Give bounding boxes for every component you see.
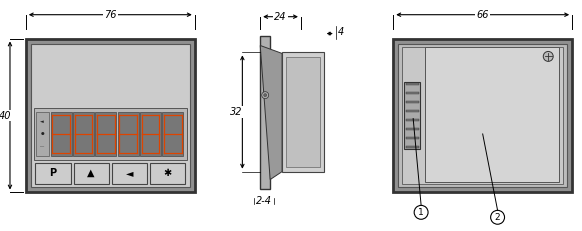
Text: 2: 2 [495, 213, 501, 222]
Bar [406, 146, 418, 148]
Bar [404, 82, 420, 149]
Bar [150, 163, 185, 183]
Circle shape [543, 52, 553, 61]
Circle shape [264, 94, 267, 97]
Bar [51, 112, 72, 156]
Text: ◄: ◄ [126, 168, 133, 178]
Polygon shape [260, 46, 282, 179]
Bar [260, 36, 270, 189]
Bar [140, 112, 161, 156]
Circle shape [262, 92, 269, 99]
Text: 66: 66 [477, 10, 489, 20]
Bar [36, 112, 49, 156]
Bar [406, 110, 418, 112]
Bar [26, 39, 195, 192]
Bar [282, 52, 324, 172]
Circle shape [414, 205, 428, 219]
Bar [34, 108, 187, 160]
Bar [393, 39, 572, 192]
Bar [402, 48, 563, 183]
Bar [286, 58, 320, 167]
Text: 2-4: 2-4 [256, 196, 272, 207]
Bar [398, 43, 567, 188]
Bar [162, 112, 183, 156]
Bar [406, 101, 418, 103]
Bar [406, 128, 418, 130]
Bar [73, 112, 94, 156]
Circle shape [491, 210, 505, 224]
Bar [406, 119, 418, 121]
Bar [36, 163, 70, 183]
Bar [112, 163, 147, 183]
Text: ―: ― [40, 144, 44, 148]
Bar [425, 48, 559, 182]
Text: ●: ● [40, 132, 44, 136]
Text: P: P [49, 168, 56, 178]
Text: 40: 40 [0, 110, 11, 121]
Bar [406, 137, 418, 139]
Text: 4: 4 [338, 27, 344, 36]
Text: 24: 24 [274, 12, 287, 22]
Text: ◄: ◄ [40, 119, 44, 124]
Bar [31, 43, 190, 188]
Text: ▲: ▲ [87, 168, 95, 178]
Text: 32: 32 [230, 107, 243, 117]
Bar [406, 83, 418, 85]
Bar [73, 163, 109, 183]
Bar [406, 92, 418, 94]
Text: 1: 1 [418, 208, 424, 217]
Bar [118, 112, 139, 156]
Text: ✱: ✱ [164, 168, 172, 178]
Text: 76: 76 [104, 10, 116, 20]
Bar [95, 112, 116, 156]
